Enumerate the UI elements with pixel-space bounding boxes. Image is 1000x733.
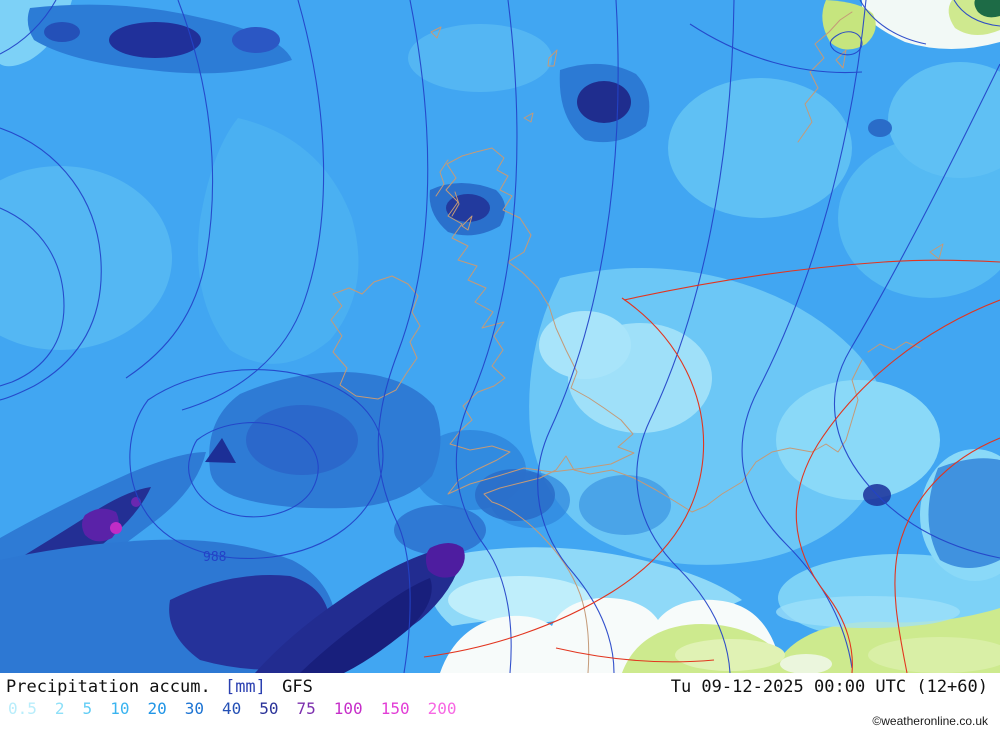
legend-value: 5 — [82, 699, 93, 718]
land-layer — [440, 0, 1000, 673]
footer: Precipitation accum. [mm] GFS Tu 09-12-2… — [0, 673, 1000, 733]
map-title: Precipitation accum. [mm] GFS — [6, 677, 313, 697]
copyright: ©weatheronline.co.uk — [872, 714, 988, 728]
legend-value: 2 — [54, 699, 65, 718]
legend-value: 75 — [296, 699, 316, 718]
legend-value: 10 — [110, 699, 130, 718]
legend-value: 150 — [380, 699, 410, 718]
coastline-layer — [330, 11, 944, 673]
title-label: Precipitation accum. — [6, 677, 211, 697]
legend-value: 50 — [259, 699, 279, 718]
precip-legend: 0.5 2 5 10 20 30 40 50 75 100 150 200 — [0, 697, 1000, 718]
front-layer — [423, 259, 1000, 673]
map-area: 988 — [0, 0, 1000, 673]
legend-value: 30 — [184, 699, 204, 718]
legend-value: 200 — [427, 699, 457, 718]
legend-value: 40 — [221, 699, 242, 718]
pressure-label: 988 — [203, 550, 226, 565]
title-unit: [mm] — [224, 677, 266, 697]
legend-value: 0.5 — [8, 699, 37, 718]
legend-value: 100 — [333, 699, 363, 718]
timestamp: Tu 09-12-2025 00:00 UTC (12+60) — [670, 677, 988, 697]
weather-map: 988 — [0, 0, 1000, 673]
title-model: GFS — [282, 677, 313, 697]
legend-value: 20 — [147, 699, 167, 718]
